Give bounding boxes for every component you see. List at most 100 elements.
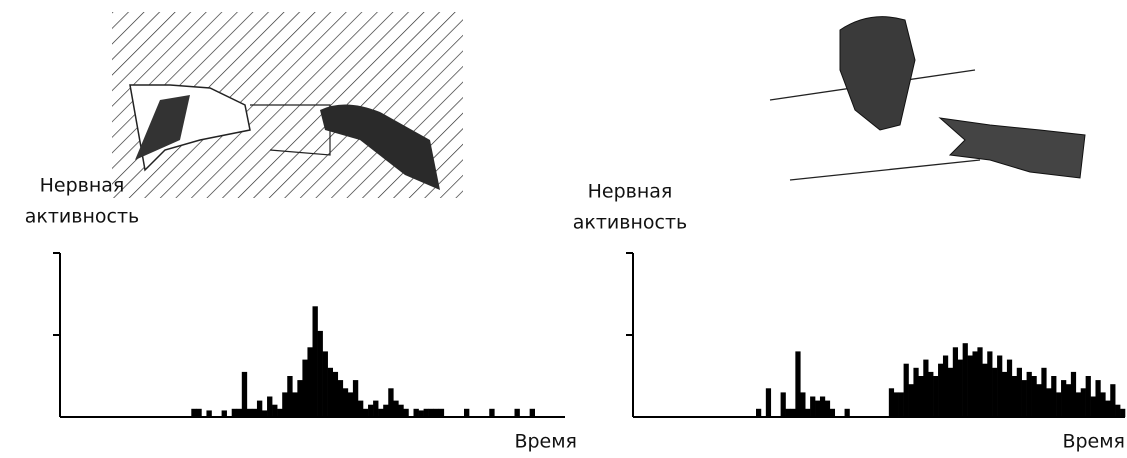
bar — [967, 355, 973, 417]
bar — [196, 408, 202, 417]
bar — [423, 408, 429, 417]
bar — [1016, 367, 1022, 417]
bar — [928, 371, 934, 417]
hidden-hands-illustration — [112, 12, 463, 198]
bar — [373, 400, 379, 417]
bar — [433, 408, 440, 417]
bar — [1051, 376, 1057, 417]
bar — [1110, 384, 1116, 417]
bar — [962, 343, 968, 417]
bar — [805, 408, 811, 417]
bar — [378, 408, 384, 417]
y-axis-label: Нервная — [588, 181, 673, 203]
bar — [918, 376, 924, 417]
bar — [418, 410, 424, 417]
bar — [987, 351, 993, 417]
bar — [888, 388, 895, 417]
bar — [322, 351, 328, 417]
bar — [428, 408, 434, 417]
bar — [1070, 371, 1077, 417]
bar — [251, 408, 258, 417]
bar — [1100, 392, 1106, 417]
bar — [997, 355, 1003, 417]
bar — [903, 363, 909, 417]
bar — [1046, 388, 1052, 417]
bar — [206, 410, 212, 417]
bar — [292, 392, 298, 417]
bar — [844, 408, 850, 417]
bar — [947, 367, 954, 417]
bar — [383, 404, 389, 417]
bar — [810, 396, 816, 417]
bar — [908, 384, 914, 417]
bar — [824, 400, 831, 417]
bar — [1120, 408, 1126, 417]
bar — [933, 376, 939, 417]
bar — [489, 408, 495, 417]
bar — [241, 371, 248, 417]
bar — [1061, 380, 1067, 417]
bar — [1115, 404, 1121, 417]
bar — [352, 380, 359, 417]
bar — [236, 408, 243, 417]
bar — [357, 400, 364, 417]
bar — [267, 396, 273, 417]
bar — [393, 400, 399, 417]
bar — [1065, 384, 1072, 417]
bar — [337, 380, 344, 417]
bar — [819, 396, 826, 417]
y-axis-label: активность — [25, 206, 140, 228]
bar — [1105, 400, 1111, 417]
y-axis-label: Нервная — [40, 175, 125, 197]
bar — [332, 371, 339, 417]
bar — [272, 404, 278, 417]
bar — [923, 359, 929, 417]
bar — [282, 392, 288, 417]
bar — [312, 306, 318, 417]
bar — [514, 408, 520, 417]
bar — [982, 363, 988, 417]
bar — [1002, 371, 1008, 417]
bar — [957, 359, 963, 417]
bar — [302, 359, 308, 417]
bar — [1011, 376, 1018, 417]
bar — [1075, 392, 1082, 417]
x-axis-label: Время — [1062, 431, 1125, 453]
bar — [529, 408, 535, 417]
visible-hands-illustration — [769, 16, 1086, 181]
bar — [317, 330, 323, 417]
bar — [1036, 384, 1042, 417]
bar — [413, 408, 419, 417]
bar — [977, 347, 983, 417]
bar — [363, 408, 369, 417]
bar — [952, 347, 959, 417]
bar — [800, 392, 806, 417]
bar — [1041, 367, 1047, 417]
x-axis-label: Время — [514, 431, 577, 453]
bar — [1085, 376, 1091, 417]
bar — [790, 408, 796, 417]
bar — [1056, 392, 1062, 417]
bar — [277, 408, 283, 417]
bar — [829, 408, 836, 417]
bar — [342, 388, 349, 417]
y-axis-label: активность — [573, 212, 688, 234]
bar — [307, 347, 313, 417]
bar — [403, 408, 409, 417]
bar — [913, 367, 919, 417]
bar — [221, 410, 227, 417]
bar — [438, 408, 445, 417]
bar — [347, 392, 354, 417]
bar — [893, 392, 899, 417]
bar — [795, 351, 801, 417]
bar — [231, 408, 238, 417]
bar — [464, 408, 470, 417]
bar — [1080, 388, 1086, 417]
bar — [1090, 396, 1096, 417]
bar — [756, 408, 762, 417]
bar — [297, 380, 303, 417]
bar — [992, 367, 998, 417]
bar — [815, 400, 821, 417]
bar — [898, 392, 904, 417]
